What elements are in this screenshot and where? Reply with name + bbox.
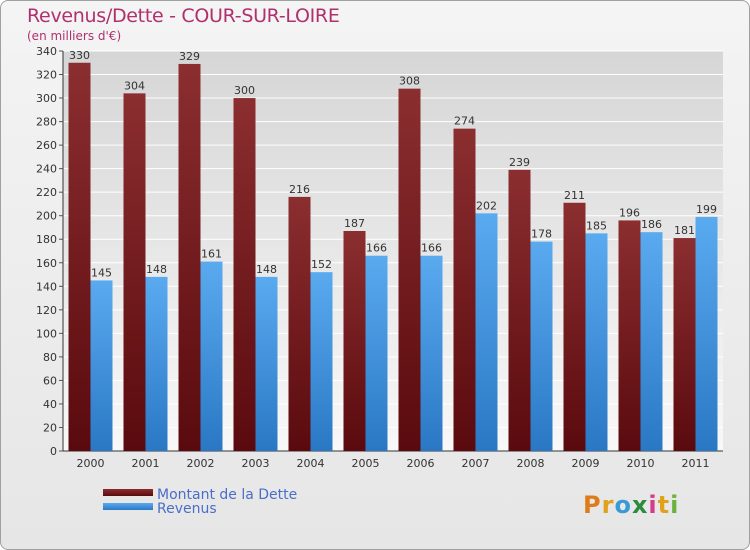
y-tick-label: 320 [36, 69, 57, 82]
data-label: 145 [91, 266, 112, 279]
data-label: 300 [234, 84, 255, 97]
bar-debt [508, 169, 531, 451]
bar-debt [233, 98, 256, 451]
bar-debt [68, 62, 91, 451]
legend-swatch-debt [103, 489, 153, 496]
y-tick-label: 180 [36, 233, 57, 246]
x-tick-label: 2008 [517, 457, 545, 470]
y-tick-label: 120 [36, 304, 57, 317]
y-tick-label: 200 [36, 210, 57, 223]
bar-revenus [255, 276, 278, 451]
y-tick-label: 340 [36, 45, 57, 58]
y-tick-label: 280 [36, 116, 57, 129]
y-tick-label: 160 [36, 257, 57, 270]
data-label: 199 [696, 203, 717, 216]
legend-label-debt: Montant de la Dette [157, 487, 298, 503]
y-tick-label: 220 [36, 186, 57, 199]
bar-revenus [475, 213, 498, 451]
data-label: 330 [69, 49, 90, 62]
data-label: 239 [509, 156, 530, 169]
plot-area [63, 51, 723, 451]
data-label: 202 [476, 199, 497, 212]
bar-debt [673, 238, 696, 451]
y-tick-label: 80 [43, 351, 57, 364]
bar-revenus [145, 276, 168, 451]
bar-debt [563, 202, 586, 451]
bar-debt [453, 128, 476, 451]
bar-debt [398, 88, 421, 451]
logo-letter: t [657, 491, 671, 519]
x-tick-label: 2007 [462, 457, 490, 470]
bar-debt [123, 93, 146, 452]
data-label: 181 [674, 224, 695, 237]
chart-subtitle: (en milliers d'€) [27, 29, 122, 43]
bar-revenus [530, 241, 553, 451]
data-label: 161 [201, 248, 222, 261]
bar-debt [343, 231, 366, 451]
data-label: 148 [256, 263, 277, 276]
logo-letter: r [601, 491, 615, 519]
data-label: 211 [564, 189, 585, 202]
x-tick-label: 2006 [407, 457, 435, 470]
bar-revenus [200, 261, 223, 451]
y-tick-label: 240 [36, 163, 57, 176]
y-tick-label: 40 [43, 398, 57, 411]
y-tick-label: 260 [36, 139, 57, 152]
bar-debt [618, 220, 641, 451]
x-tick-label: 2003 [242, 457, 270, 470]
data-label: 166 [366, 242, 387, 255]
bar-revenus [640, 232, 663, 451]
data-label: 274 [454, 115, 475, 128]
data-label: 216 [289, 183, 310, 196]
x-tick-label: 2005 [352, 457, 380, 470]
data-label: 196 [619, 206, 640, 219]
legend-swatch-revenus [103, 503, 153, 510]
data-label: 166 [421, 242, 442, 255]
y-tick-label: 140 [36, 280, 57, 293]
data-label: 148 [146, 263, 167, 276]
y-tick-label: 100 [36, 327, 57, 340]
bar-debt [288, 196, 311, 451]
y-tick-label: 300 [36, 92, 57, 105]
data-label: 308 [399, 75, 420, 88]
logo-letter: P [583, 491, 602, 519]
proxiti-logo: Proxiti [583, 491, 679, 519]
x-tick-label: 2011 [682, 457, 710, 470]
x-tick-label: 2001 [132, 457, 160, 470]
logo-letter: i [670, 491, 680, 519]
data-label: 304 [124, 79, 145, 92]
x-tick-label: 2010 [627, 457, 655, 470]
bar-debt [178, 63, 201, 452]
data-label: 178 [531, 228, 552, 241]
chart-title: Revenus/Dette - COUR-SUR-LOIRE [27, 5, 340, 27]
bar-revenus [310, 272, 333, 451]
data-label: 187 [344, 217, 365, 230]
bar-revenus [585, 233, 608, 451]
data-label: 185 [586, 219, 607, 232]
bar-revenus [695, 216, 718, 451]
logo-letter: x [631, 491, 649, 519]
bar-revenus [90, 280, 113, 451]
logo-letter: o [614, 491, 632, 519]
logo-letter: i [648, 491, 658, 519]
x-tick-label: 2009 [572, 457, 600, 470]
x-tick-label: 2000 [77, 457, 105, 470]
bar-revenus [365, 255, 388, 451]
data-label: 152 [311, 258, 332, 271]
x-tick-label: 2002 [187, 457, 215, 470]
bar-revenus [420, 255, 443, 451]
data-label: 329 [179, 50, 200, 63]
y-tick-label: 20 [43, 421, 57, 434]
y-tick-label: 60 [43, 374, 57, 387]
y-tick-label: 0 [50, 445, 57, 458]
x-tick-label: 2004 [297, 457, 325, 470]
data-label: 186 [641, 218, 662, 231]
legend-label-revenus: Revenus [157, 501, 217, 517]
